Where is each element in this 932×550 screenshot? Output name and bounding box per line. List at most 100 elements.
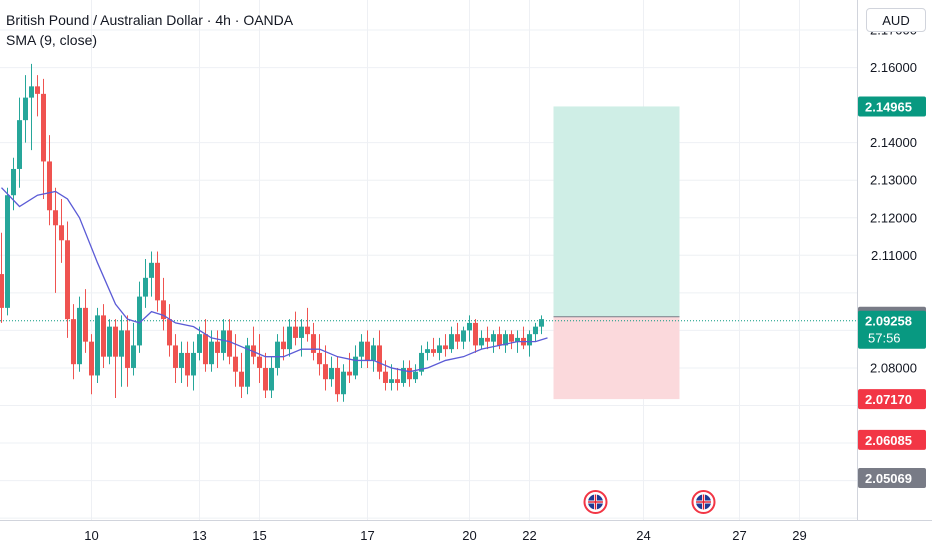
candle-body [299, 326, 304, 338]
candle [323, 345, 328, 391]
candle [83, 289, 88, 353]
candle [53, 187, 58, 293]
symbol-title: British Pound / Australian Dollar · 4h ·… [6, 12, 294, 28]
candle [377, 330, 382, 380]
candle [509, 330, 514, 350]
candle [29, 63, 34, 151]
candle-body [131, 345, 136, 368]
candle-body [287, 326, 292, 350]
candle-body [0, 274, 4, 308]
price-label-bg [858, 429, 926, 450]
candle [437, 337, 442, 361]
candle [527, 330, 532, 357]
candle [35, 75, 40, 117]
candle-body [347, 371, 352, 376]
candle-body [311, 334, 316, 353]
time-axis[interactable]: 10 13 15 17 20 22 24 27 29 [84, 528, 806, 543]
candle-body [149, 262, 154, 278]
candle-body [269, 367, 274, 391]
candle-body [227, 330, 232, 357]
candle [161, 277, 166, 331]
event-markers [583, 490, 716, 514]
candle-body [11, 168, 16, 196]
candle-body [221, 330, 226, 353]
candle [365, 330, 370, 368]
time-tick-label: 27 [732, 528, 746, 543]
candle [257, 334, 262, 383]
price-tick-label: 2.08000 [870, 360, 917, 375]
candle [359, 334, 364, 368]
candle [251, 326, 256, 365]
candle [401, 360, 406, 387]
candle [59, 198, 64, 263]
candle [461, 326, 466, 350]
currency-button[interactable]: AUD [866, 8, 926, 32]
candle [407, 360, 412, 387]
candle [143, 259, 148, 308]
candle-body [35, 86, 40, 94]
time-tick-label: 20 [462, 528, 476, 543]
candle-body [365, 341, 370, 361]
candle [419, 345, 424, 376]
candle [149, 251, 154, 297]
candle [449, 326, 454, 353]
candle-body [89, 341, 94, 376]
time-tick-label: 22 [522, 528, 536, 543]
price-labels: 2.149652.093652.0925857:562.071702.06085… [858, 96, 926, 488]
candle [0, 232, 4, 323]
candle-body [245, 345, 250, 387]
price-axis-label: 2.06085 [858, 429, 926, 450]
candle [305, 307, 310, 342]
candle-body [59, 225, 64, 241]
long-position-tool[interactable] [553, 106, 680, 400]
candle-body [491, 334, 496, 342]
candle-body [431, 349, 436, 353]
candle-body [113, 326, 118, 357]
candle-body [65, 240, 70, 320]
candle [107, 319, 112, 365]
price-label-bg [858, 96, 926, 117]
candle [179, 341, 184, 383]
candle-body [143, 277, 148, 297]
candle-body [407, 367, 412, 380]
price-axis[interactable]: 2.170002.160002.140002.130002.120002.110… [870, 23, 917, 376]
candle-body [389, 379, 394, 383]
candle-body [527, 334, 532, 346]
time-tick-label: 10 [84, 528, 98, 543]
candle [287, 319, 292, 357]
candle-body [197, 334, 202, 353]
candle-body [161, 300, 166, 320]
candle-body [281, 341, 286, 350]
candle-body [467, 322, 472, 331]
time-tick-label: 24 [636, 528, 650, 543]
candle [425, 341, 430, 361]
candle [17, 97, 22, 188]
candle [47, 135, 52, 226]
candle-body [515, 337, 520, 342]
candle-body [119, 330, 124, 357]
candle [167, 304, 172, 357]
candle-body [191, 352, 196, 376]
candle [413, 364, 418, 383]
candle [191, 341, 196, 391]
candle [77, 296, 82, 372]
candle [341, 364, 346, 402]
candle-body [77, 307, 82, 365]
time-tick-label: 29 [792, 528, 806, 543]
candle-body [293, 326, 298, 338]
candle-body [137, 296, 142, 346]
price-label-text: 2.05069 [865, 471, 912, 486]
uk-flag-icon [691, 490, 716, 514]
candle-body [503, 334, 508, 346]
candle-body [485, 337, 490, 342]
candle [395, 367, 400, 391]
candle-body [383, 371, 388, 383]
candle-body [5, 195, 10, 308]
time-tick-label: 15 [252, 528, 266, 543]
candle-body [401, 367, 406, 383]
candle [347, 352, 352, 383]
price-axis-label: 2.09258 57:56 [858, 310, 926, 349]
candle-body [95, 315, 100, 376]
candle [23, 75, 28, 143]
